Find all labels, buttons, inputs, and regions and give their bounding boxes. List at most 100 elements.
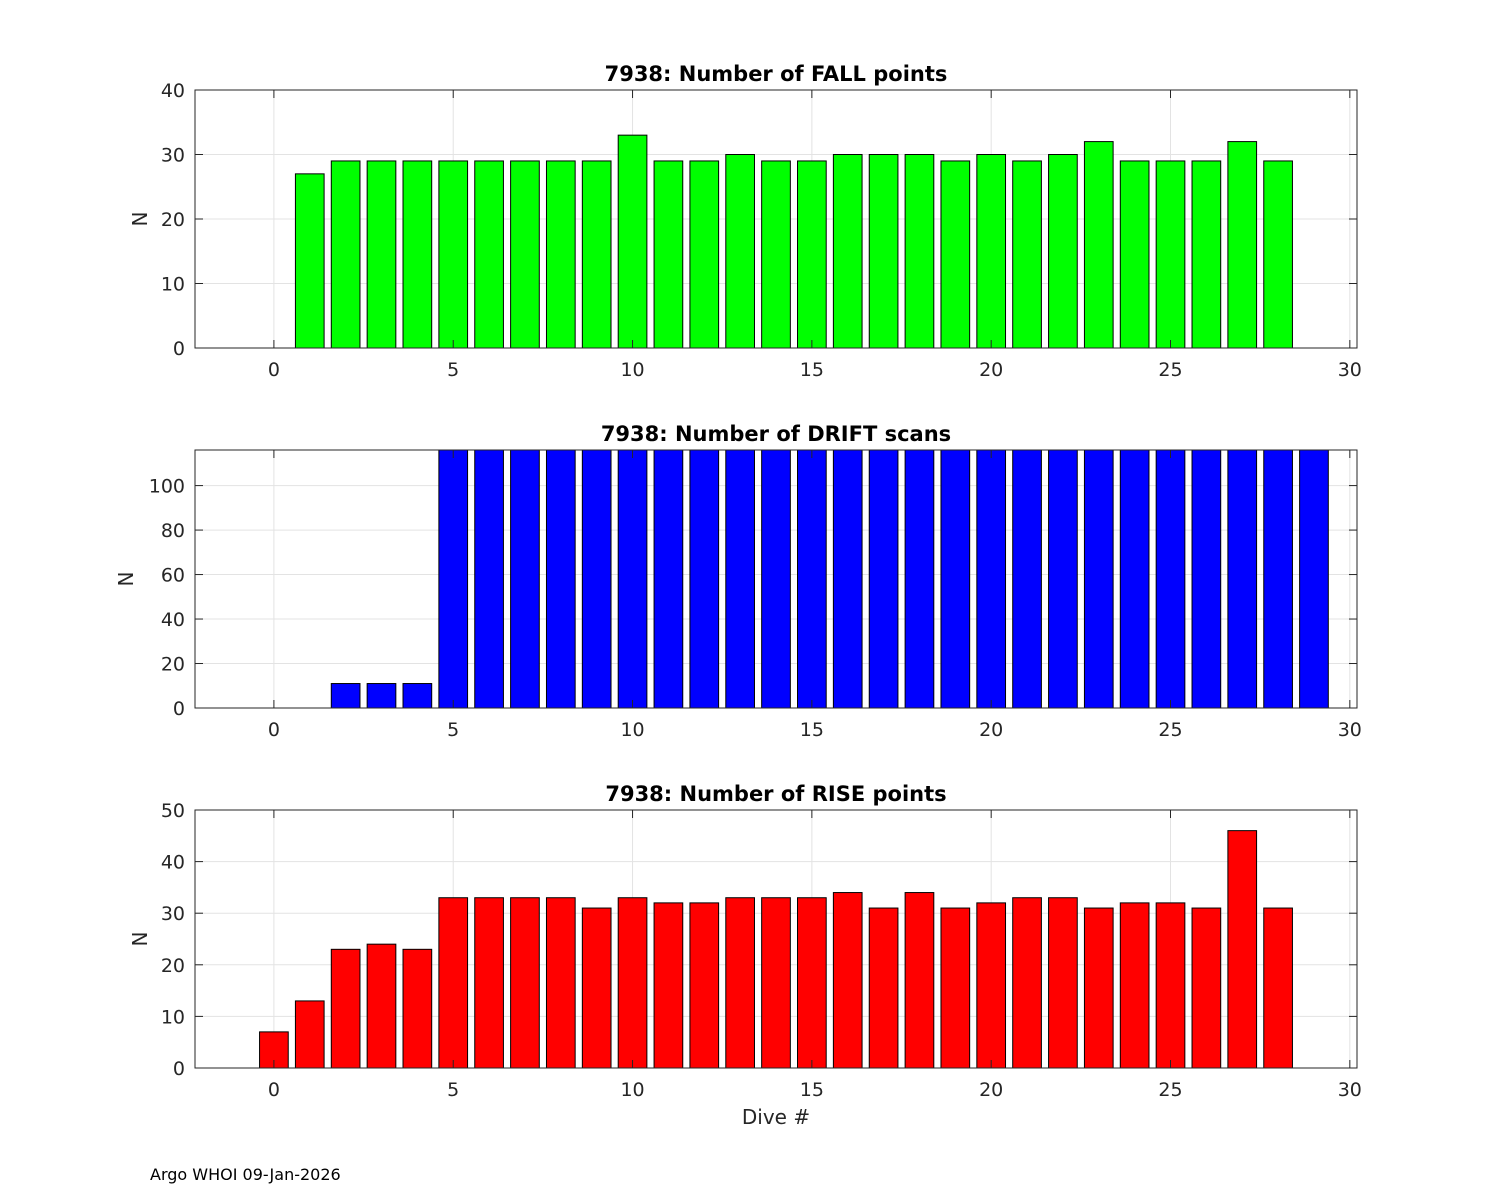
- bar: [1119, 902, 1150, 1068]
- x-tick-label: 25: [1158, 1079, 1182, 1101]
- bar: [653, 160, 684, 348]
- bar: [725, 154, 755, 348]
- bar: [1299, 450, 1329, 708]
- y-tick-label: 20: [161, 209, 185, 231]
- bar: [797, 160, 827, 348]
- x-tick-label: 30: [1338, 1079, 1362, 1101]
- bar: [868, 907, 899, 1068]
- bar: [617, 450, 648, 708]
- bar: [474, 450, 504, 708]
- bar: [617, 897, 648, 1068]
- x-tick-label: 0: [268, 1079, 280, 1101]
- bar: [761, 450, 791, 708]
- x-tick-label: 5: [447, 1079, 459, 1101]
- chart-panel-3: 0 5 10 15 20 25 30 0 10 20 30 40 50 7938: Number of R…: [128, 782, 1362, 1129]
- y-axis-label: N: [114, 572, 138, 587]
- y-axis-label: N: [128, 212, 152, 227]
- bar: [1191, 160, 1222, 348]
- y-tick-label: 20: [161, 955, 185, 977]
- bar: [1227, 450, 1258, 708]
- y-tick-label: 0: [173, 698, 185, 720]
- bar: [402, 160, 433, 348]
- x-tick-label: 15: [800, 1079, 824, 1101]
- bar: [330, 683, 361, 708]
- bar: [904, 892, 935, 1068]
- bar: [1012, 897, 1042, 1068]
- chart-title: 7938: Number of FALL points: [605, 62, 948, 86]
- bar: [402, 948, 433, 1068]
- x-tick-label: 15: [800, 359, 824, 381]
- y-tick-label: 10: [161, 274, 185, 296]
- bar: [581, 160, 612, 348]
- x-tick-label: 15: [800, 719, 824, 741]
- x-tick-label: 10: [620, 359, 644, 381]
- bar: [294, 1000, 325, 1068]
- bar: [1191, 907, 1222, 1068]
- bar: [1263, 907, 1293, 1068]
- y-tick-label: 30: [161, 903, 185, 925]
- bar: [940, 450, 971, 708]
- footer-text: Argo WHOI 09-Jan-2026: [150, 1165, 341, 1184]
- y-tick-label: 40: [161, 609, 185, 631]
- bar: [1012, 450, 1042, 708]
- chart-title: 7938: Number of DRIFT scans: [601, 422, 951, 446]
- bar: [904, 450, 935, 708]
- bar: [617, 134, 648, 348]
- bar: [545, 897, 576, 1068]
- y-tick-label: 0: [173, 338, 185, 360]
- axes-box: [194, 809, 1358, 1069]
- bar: [976, 902, 1007, 1068]
- bar: [1083, 450, 1114, 708]
- bar: [474, 160, 504, 348]
- y-tick-label: 30: [161, 145, 185, 167]
- bar: [366, 943, 397, 1068]
- bar: [1119, 450, 1150, 708]
- bar: [689, 450, 720, 708]
- bar: [761, 897, 791, 1068]
- bar: [832, 154, 863, 348]
- bar: [545, 450, 576, 708]
- bar: [797, 897, 827, 1068]
- bar: [438, 450, 469, 708]
- x-tick-label: 30: [1338, 359, 1362, 381]
- y-tick-label: 50: [161, 800, 185, 822]
- bar: [1083, 141, 1114, 348]
- y-tick-label: 40: [161, 852, 185, 874]
- bar: [904, 154, 935, 348]
- bar: [438, 897, 469, 1068]
- y-tick-label: 0: [173, 1058, 185, 1080]
- x-tick-label: 30: [1338, 719, 1362, 741]
- bar: [510, 160, 540, 348]
- bar: [330, 160, 361, 348]
- bar: [1227, 830, 1258, 1068]
- bar: [1155, 160, 1186, 348]
- x-tick-label: 5: [447, 359, 459, 381]
- bar: [689, 902, 720, 1068]
- bar: [832, 892, 863, 1068]
- bar: [438, 160, 469, 348]
- x-tick-label: 0: [268, 719, 280, 741]
- x-tick-label: 10: [620, 719, 644, 741]
- bar: [474, 897, 504, 1068]
- y-tick-label: 60: [161, 565, 185, 587]
- bar: [725, 897, 755, 1068]
- bar: [1048, 450, 1078, 708]
- bar: [976, 450, 1007, 708]
- bar: [545, 160, 576, 348]
- bar: [1048, 897, 1078, 1068]
- x-tick-label: 20: [979, 719, 1003, 741]
- bar: [510, 450, 540, 708]
- bar: [868, 450, 899, 708]
- x-tick-label: 25: [1158, 719, 1182, 741]
- bar: [1119, 160, 1150, 348]
- bar: [581, 450, 612, 708]
- y-axis-label: N: [128, 932, 152, 947]
- bar: [1155, 902, 1186, 1068]
- bar: [402, 683, 433, 708]
- x-tick-label: 5: [447, 719, 459, 741]
- x-tick-label: 10: [620, 1079, 644, 1101]
- bar: [1263, 160, 1293, 348]
- bar: [1263, 450, 1293, 708]
- bar: [366, 683, 397, 708]
